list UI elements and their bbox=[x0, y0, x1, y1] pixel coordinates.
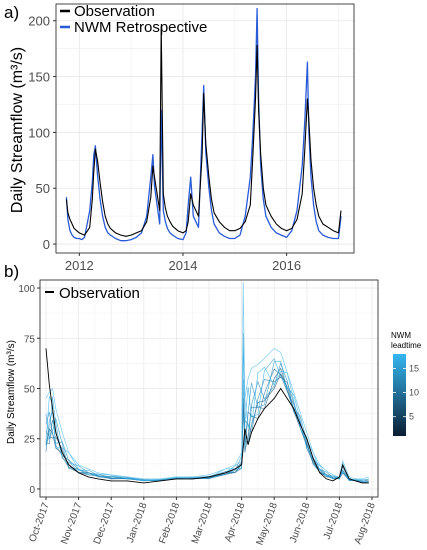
x-tick-label: Jun-2018 bbox=[288, 501, 313, 544]
colorbar-tick-label: 5 bbox=[409, 412, 414, 422]
colorbar-ramp bbox=[393, 354, 406, 436]
panel-b-plot: 0 25 50 75 100 Oct-2017 Nov-2017 Dec-2017 Jan-20… bbox=[18, 279, 379, 547]
x-tick-label: Nov-2017 bbox=[59, 501, 84, 546]
panel-b-y-axis-label: Daily Streamflow (m³/s) bbox=[6, 340, 17, 444]
x-tick-label: Apr-2018 bbox=[223, 501, 248, 544]
x-tick-label: 2012 bbox=[65, 258, 94, 273]
panel-b-label: b) bbox=[4, 262, 19, 281]
x-tick-label: Jan-2018 bbox=[125, 501, 150, 544]
panel-a-label: a) bbox=[4, 3, 19, 22]
y-tick-label: 50 bbox=[36, 181, 50, 196]
x-tick-label: 2016 bbox=[272, 258, 301, 273]
x-tick-label: 2014 bbox=[169, 258, 198, 273]
y-tick-label: 50 bbox=[24, 385, 36, 396]
colorbar-title-line2: leadtime bbox=[391, 341, 422, 350]
colorbar-title-line1: NWM bbox=[391, 331, 411, 340]
y-tick-label: 200 bbox=[28, 14, 50, 29]
y-tick-label: 0 bbox=[43, 237, 50, 252]
x-tick-label: Aug-2018 bbox=[353, 501, 378, 546]
colorbar-tick-label: 15 bbox=[409, 363, 419, 373]
series-line-observation bbox=[65, 25, 342, 237]
series-line-observation bbox=[45, 348, 369, 484]
x-tick-label: May-2018 bbox=[254, 501, 280, 547]
x-tick-label: Feb-2018 bbox=[157, 501, 182, 545]
y-tick-label: 25 bbox=[24, 435, 36, 446]
legend-label-observation: Observation bbox=[59, 285, 140, 302]
y-tick-label: 75 bbox=[24, 334, 36, 345]
y-tick-label: 0 bbox=[29, 485, 35, 496]
colorbar-tick-label: 10 bbox=[409, 388, 419, 398]
forecast-line bbox=[45, 347, 369, 484]
plot-frame bbox=[55, 3, 355, 254]
legend-label-observation: Observation bbox=[74, 3, 155, 20]
y-tick-label: 100 bbox=[18, 284, 35, 295]
forecast-envelope-max bbox=[45, 281, 369, 480]
forecast-line bbox=[45, 332, 369, 483]
forecast-line bbox=[45, 357, 369, 482]
x-tick-label: Oct-2017 bbox=[27, 501, 52, 544]
legend-label-nwm-retrospective: NWM Retrospective bbox=[74, 19, 207, 36]
y-tick-label: 100 bbox=[28, 125, 50, 140]
x-tick-label: Dec-2017 bbox=[92, 501, 117, 546]
panel-a-y-axis-label: Daily Streamflow (m³/s) bbox=[9, 47, 26, 213]
x-tick-label: Jul-2018 bbox=[322, 501, 346, 541]
y-tick-label: 150 bbox=[28, 70, 50, 85]
x-tick-label: Mar-2018 bbox=[190, 501, 215, 545]
forecast-line bbox=[45, 368, 369, 482]
